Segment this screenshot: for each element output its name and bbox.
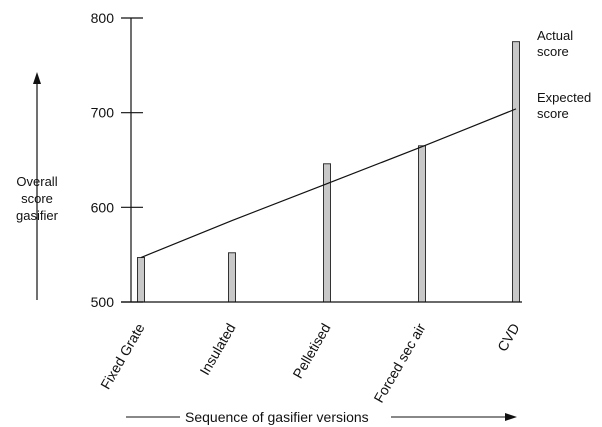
actual-score-label-line-2: score — [537, 44, 569, 59]
x-axis-label: Sequence of gasifier versions — [185, 409, 369, 425]
expected-score-label-line-1: Expected — [537, 90, 591, 105]
bar-cvd — [512, 41, 520, 303]
bar-fixed-grate — [137, 257, 145, 303]
y-label-arrow-head — [33, 72, 41, 84]
bar-forced-sec-air — [418, 145, 426, 303]
expected-score-line — [140, 108, 517, 259]
y-tick-label-700: 700 — [91, 105, 115, 121]
category-label-pelletised: Pelletised — [289, 321, 333, 382]
y-tick-label-500: 500 — [91, 294, 115, 310]
category-label-cvd: CVD — [494, 321, 523, 355]
y-tick-label-800: 800 — [91, 10, 115, 26]
y-tick-label-600: 600 — [91, 199, 115, 215]
category-labels: Fixed Grate Insulated Pelletised Forced sec… — [97, 320, 522, 405]
bar-insulated — [228, 252, 236, 303]
bars-layer — [137, 41, 520, 303]
expected-line-layer — [140, 108, 517, 259]
x-label-arrow-head — [505, 413, 517, 421]
y-ticks: 500 600 700 800 — [91, 10, 143, 310]
category-label-fixed-grate: Fixed Grate — [97, 320, 148, 392]
actual-score-label-line-1: Actual — [537, 28, 573, 43]
expected-score-label-line-2: score — [537, 106, 569, 121]
category-label-insulated: Insulated — [196, 321, 238, 378]
category-label-forced-sec-air: Forced sec air — [370, 320, 428, 405]
